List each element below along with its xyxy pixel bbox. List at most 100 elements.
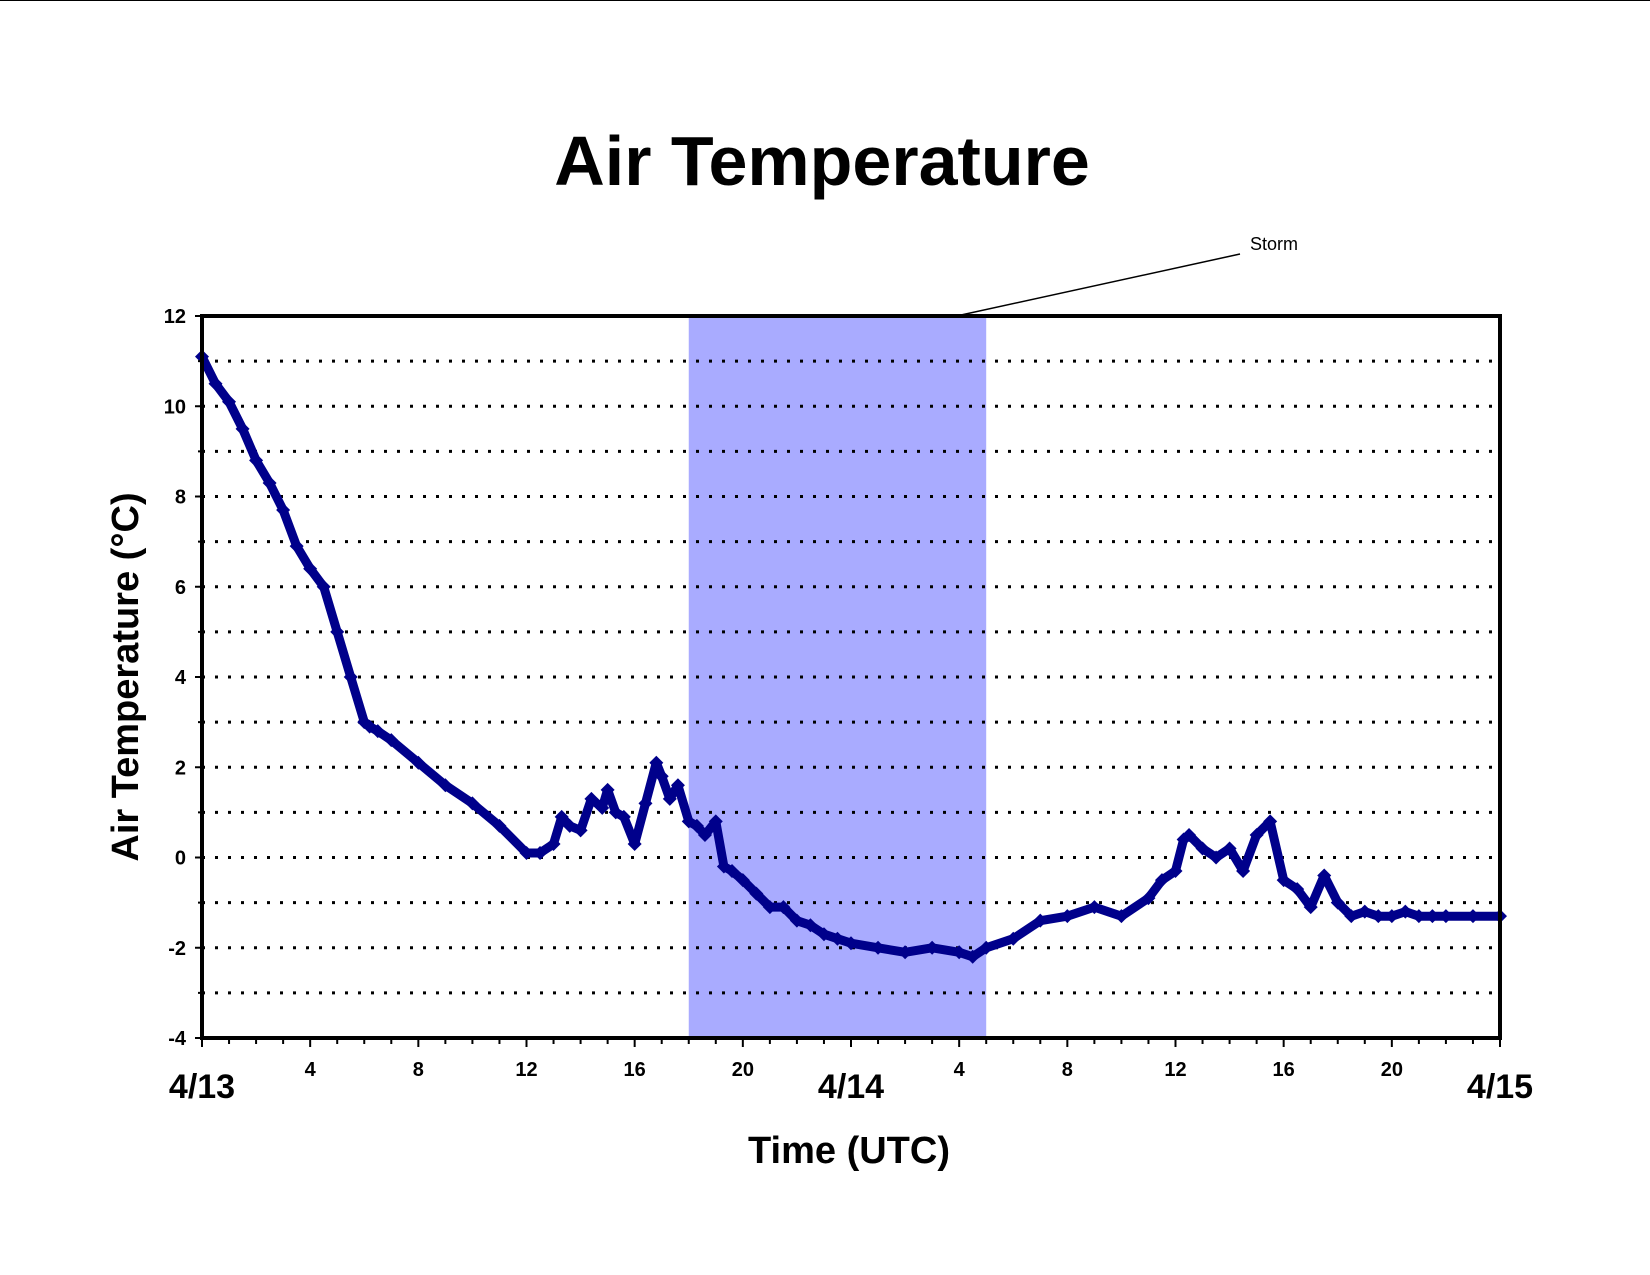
data-point xyxy=(316,579,331,594)
data-point xyxy=(735,873,750,888)
data-point xyxy=(979,940,994,955)
data-point xyxy=(1114,909,1129,924)
data-point xyxy=(384,733,399,748)
x-tick-label: 20 xyxy=(1381,1059,1403,1081)
data-point xyxy=(1411,909,1426,924)
data-point xyxy=(670,778,685,793)
data-point xyxy=(222,394,237,409)
data-point xyxy=(1249,827,1264,842)
data-point xyxy=(830,931,845,946)
data-point xyxy=(1033,913,1048,928)
y-tick-label: 12 xyxy=(164,306,186,328)
data-point xyxy=(411,755,426,770)
data-point xyxy=(952,945,967,960)
y-axis-label: Air Temperature (°C) xyxy=(105,492,147,861)
data-point xyxy=(370,724,385,739)
data-point xyxy=(638,796,653,811)
data-point xyxy=(330,624,345,639)
data-point xyxy=(1290,882,1305,897)
data-point xyxy=(249,453,264,468)
chart-title: Air Temperature xyxy=(554,122,1090,200)
y-tick-label: 2 xyxy=(175,757,186,779)
data-point xyxy=(573,823,588,838)
data-point xyxy=(235,421,250,436)
data-point xyxy=(654,769,669,784)
storm-region xyxy=(688,316,987,1038)
data-point xyxy=(1357,904,1372,919)
data-point xyxy=(584,791,599,806)
data-point xyxy=(776,900,791,915)
data-point xyxy=(562,818,577,833)
data-point xyxy=(662,791,677,806)
data-point xyxy=(1384,909,1399,924)
storm-annotation: Storm xyxy=(1250,234,1298,254)
data-point xyxy=(1465,909,1480,924)
data-point xyxy=(595,800,610,815)
data-point xyxy=(844,936,858,951)
x-tick-label: 4 xyxy=(305,1059,317,1081)
x-tick-label: 16 xyxy=(1273,1059,1295,1081)
data-point xyxy=(1209,850,1224,865)
y-tick-label: -2 xyxy=(168,938,186,960)
x-tick-label: 16 xyxy=(624,1059,646,1081)
y-tick-label: 4 xyxy=(175,667,187,689)
data-point xyxy=(965,949,980,964)
data-point xyxy=(1263,814,1278,829)
data-point xyxy=(303,561,318,576)
y-tick-label: 0 xyxy=(175,848,186,870)
data-point xyxy=(697,827,712,842)
data-point xyxy=(1330,895,1345,910)
data-point xyxy=(1303,900,1318,915)
data-point xyxy=(762,900,777,915)
data-point xyxy=(1006,931,1021,946)
data-point xyxy=(1222,841,1237,856)
data-point xyxy=(789,913,804,928)
data-point xyxy=(1438,909,1453,924)
data-point xyxy=(276,503,291,518)
data-point xyxy=(519,845,534,860)
data-point xyxy=(816,927,831,942)
data-point xyxy=(649,755,664,770)
data-point xyxy=(803,918,818,933)
x-tick-label: 12 xyxy=(515,1059,537,1081)
data-point xyxy=(600,782,615,797)
data-point xyxy=(1276,873,1291,888)
data-point xyxy=(1195,841,1210,856)
data-point xyxy=(749,886,764,901)
x-tick-label: 12 xyxy=(1164,1059,1186,1081)
data-point xyxy=(627,836,642,851)
date-label: 4/15 xyxy=(1467,1068,1533,1106)
data-point xyxy=(925,940,940,955)
data-point xyxy=(438,778,453,793)
data-point xyxy=(208,376,223,391)
data-point xyxy=(871,940,886,955)
data-point xyxy=(725,864,740,879)
y-tick-label: -4 xyxy=(168,1028,187,1050)
data-point xyxy=(492,818,507,833)
data-point xyxy=(533,845,548,860)
data-point xyxy=(1398,904,1413,919)
data-point xyxy=(343,670,358,684)
data-point xyxy=(1425,909,1440,924)
data-point xyxy=(1182,827,1197,842)
data-point xyxy=(689,818,704,833)
top-border-line xyxy=(0,0,1650,1)
x-axis-label: Time (UTC) xyxy=(748,1130,950,1172)
data-point xyxy=(1060,909,1075,924)
y-tick-label: 8 xyxy=(175,487,186,509)
data-point xyxy=(1141,891,1156,906)
data-point xyxy=(1236,864,1251,879)
x-tick-label: 4 xyxy=(954,1059,966,1081)
data-point xyxy=(465,796,480,811)
data-point xyxy=(1087,900,1102,915)
data-point xyxy=(1371,909,1386,924)
x-tick-label: 8 xyxy=(1062,1059,1073,1081)
y-tick-label: 6 xyxy=(175,577,186,599)
data-point xyxy=(1344,909,1359,924)
data-point xyxy=(262,475,277,490)
storm-leader-line xyxy=(956,253,1241,317)
date-label: 4/14 xyxy=(818,1068,884,1106)
data-point xyxy=(289,539,304,554)
x-tick-label: 20 xyxy=(732,1059,754,1081)
